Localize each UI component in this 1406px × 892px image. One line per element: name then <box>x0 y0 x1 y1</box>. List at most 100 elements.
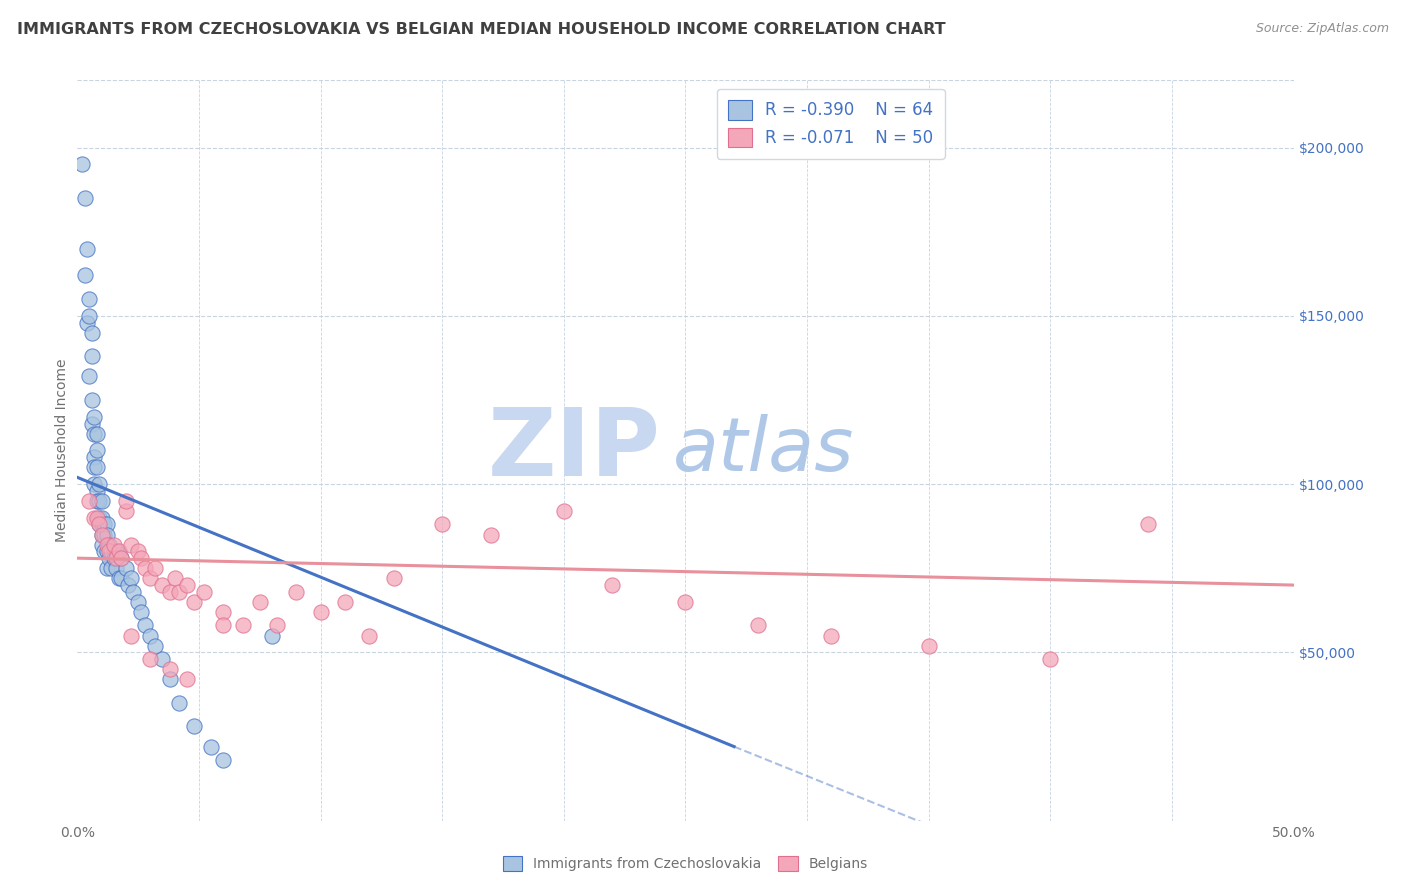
Point <box>83 510 105 524</box>
Point <box>183 719 205 733</box>
Point <box>86 460 108 475</box>
Point <box>93 544 115 558</box>
Point <box>93 517 115 532</box>
Point <box>86 483 108 498</box>
Point <box>83 477 105 491</box>
Point <box>152 578 174 592</box>
Point <box>107 544 129 558</box>
Point <box>86 510 108 524</box>
Point <box>266 618 288 632</box>
Point <box>382 571 405 585</box>
Point <box>83 450 105 465</box>
Point <box>183 595 205 609</box>
Point <box>747 618 769 632</box>
Point <box>96 561 118 575</box>
Point <box>432 517 454 532</box>
Point <box>90 538 112 552</box>
Point <box>80 349 103 363</box>
Point <box>176 578 198 592</box>
Point <box>79 309 101 323</box>
Point <box>70 157 93 171</box>
Point <box>73 191 96 205</box>
Point <box>93 527 115 541</box>
Point <box>139 629 162 643</box>
Point <box>134 561 156 575</box>
Point <box>117 578 139 592</box>
Text: ZIP: ZIP <box>488 404 661 497</box>
Point <box>200 739 222 754</box>
Point <box>103 538 125 552</box>
Point <box>86 443 108 458</box>
Point <box>152 652 174 666</box>
Point <box>76 316 98 330</box>
Point <box>143 639 166 653</box>
Text: Source: ZipAtlas.com: Source: ZipAtlas.com <box>1256 22 1389 36</box>
Point <box>333 595 356 609</box>
Point <box>90 527 112 541</box>
Point <box>107 571 129 585</box>
Point <box>83 409 105 424</box>
Point <box>127 544 149 558</box>
Text: IMMIGRANTS FROM CZECHOSLOVAKIA VS BELGIAN MEDIAN HOUSEHOLD INCOME CORRELATION CH: IMMIGRANTS FROM CZECHOSLOVAKIA VS BELGIA… <box>17 22 945 37</box>
Point <box>602 578 624 592</box>
Point <box>100 544 122 558</box>
Point <box>79 369 101 384</box>
Point <box>212 618 235 632</box>
Point <box>176 673 198 687</box>
Point <box>89 494 111 508</box>
Point <box>675 595 697 609</box>
Point <box>359 629 381 643</box>
Point <box>97 551 120 566</box>
Point <box>105 561 128 575</box>
Point <box>103 551 125 566</box>
Point <box>820 629 842 643</box>
Point <box>553 504 575 518</box>
Text: atlas: atlas <box>673 415 855 486</box>
Point <box>96 527 118 541</box>
Point <box>115 494 138 508</box>
Point <box>90 517 112 532</box>
Point <box>80 392 103 407</box>
Point <box>83 426 105 441</box>
Point <box>120 538 142 552</box>
Point <box>96 538 118 552</box>
Point <box>232 618 254 632</box>
Point <box>169 696 191 710</box>
Point <box>260 629 283 643</box>
Point <box>169 584 191 599</box>
Point <box>134 618 156 632</box>
Point <box>86 426 108 441</box>
Point <box>105 544 128 558</box>
Point <box>76 242 98 256</box>
Point <box>96 544 118 558</box>
Point <box>100 561 122 575</box>
Point <box>79 494 101 508</box>
Point <box>79 292 101 306</box>
Point <box>115 561 138 575</box>
Point <box>83 460 105 475</box>
Point <box>90 510 112 524</box>
Point <box>89 510 111 524</box>
Point <box>89 517 111 532</box>
Point <box>115 504 138 518</box>
Point <box>73 268 96 283</box>
Point <box>110 551 132 566</box>
Point <box>105 551 128 566</box>
Point <box>159 662 181 676</box>
Point <box>122 584 145 599</box>
Point <box>159 673 181 687</box>
Point <box>97 544 120 558</box>
Point <box>143 561 166 575</box>
Point <box>249 595 271 609</box>
Point <box>163 571 186 585</box>
Legend: Immigrants from Czechoslovakia, Belgians: Immigrants from Czechoslovakia, Belgians <box>498 851 873 877</box>
Point <box>129 551 152 566</box>
Point <box>918 639 941 653</box>
Point <box>120 629 142 643</box>
Point <box>1039 652 1062 666</box>
Point <box>80 417 103 431</box>
Point <box>127 595 149 609</box>
Point <box>193 584 215 599</box>
Point <box>89 517 111 532</box>
Point <box>309 605 332 619</box>
